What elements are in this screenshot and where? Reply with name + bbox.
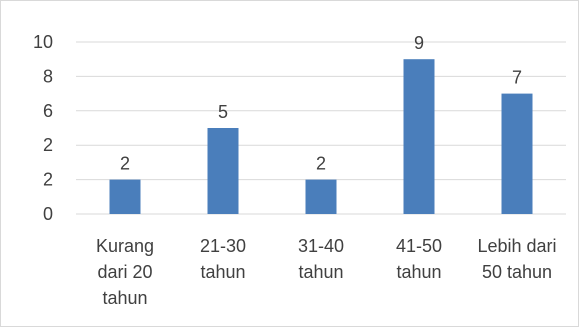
data-label: 5 — [218, 102, 228, 122]
y-tick-label: 6 — [43, 101, 53, 121]
data-label: 2 — [120, 154, 130, 174]
bar — [207, 128, 239, 214]
y-tick-label: 8 — [43, 66, 53, 86]
data-label: 9 — [414, 33, 424, 53]
x-tick-label: 41-50 — [396, 236, 442, 256]
x-tick-label: Kurang — [96, 236, 154, 256]
y-tick-label: 0 — [43, 204, 53, 224]
y-tick-label: 2 — [43, 135, 53, 155]
x-tick-label: tahun — [200, 262, 245, 282]
bar — [109, 179, 141, 214]
x-tick-label: tahun — [298, 262, 343, 282]
x-tick-label: Lebih dari — [477, 236, 556, 256]
x-tick-label: 50 tahun — [482, 262, 552, 282]
y-tick-label: 2 — [43, 170, 53, 190]
bar — [403, 59, 435, 215]
x-tick-label: 31-40 — [298, 236, 344, 256]
data-label: 7 — [512, 68, 522, 88]
x-tick-label: tahun — [396, 262, 441, 282]
bar — [305, 179, 337, 214]
y-tick-label: 10 — [33, 32, 53, 52]
x-tick-label: dari 20 — [97, 262, 152, 282]
x-tick-label: tahun — [102, 288, 147, 308]
x-tick-label: 21-30 — [200, 236, 246, 256]
data-label: 2 — [316, 154, 326, 174]
bar — [501, 93, 533, 214]
